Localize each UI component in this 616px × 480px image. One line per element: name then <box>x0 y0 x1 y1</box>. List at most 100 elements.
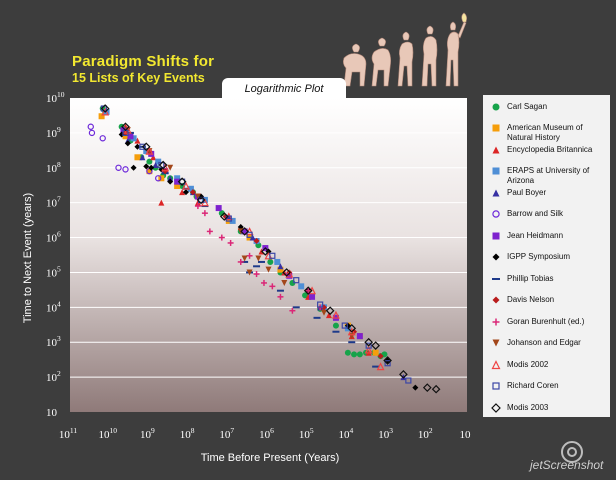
legend-label: Modis 2003 <box>507 402 549 412</box>
data-point <box>325 312 332 319</box>
series-group <box>194 203 324 314</box>
x-tick-label: 104 <box>339 426 354 441</box>
data-point <box>100 104 110 113</box>
data-point <box>167 175 174 182</box>
data-point <box>320 309 327 316</box>
data-point <box>281 279 288 286</box>
data-point <box>115 164 122 171</box>
y-tick-label: 10 <box>46 407 58 419</box>
data-point <box>282 268 291 277</box>
legend-marker-shape <box>492 210 500 219</box>
data-point <box>174 183 181 190</box>
legend-marker-shape <box>492 103 500 111</box>
data-point <box>253 271 260 278</box>
data-point <box>274 258 281 265</box>
legend-marker <box>492 124 500 132</box>
data-point <box>206 228 213 235</box>
x-tick-label: 109 <box>140 426 155 441</box>
data-point <box>146 148 153 155</box>
y-tick-label: 107 <box>46 195 61 210</box>
y-axis-label: Time to Next Event (years) <box>22 192 34 324</box>
data-point <box>422 383 432 392</box>
data-point <box>158 199 165 206</box>
data-point <box>134 137 141 144</box>
x-tick-label: 108 <box>180 426 195 441</box>
data-point <box>289 307 296 314</box>
data-point <box>134 154 141 161</box>
legend-marker <box>491 359 501 369</box>
data-point <box>412 384 419 391</box>
x-tick-label: 103 <box>378 426 393 441</box>
data-point <box>179 189 186 196</box>
legend-label: Davis Nelson <box>507 295 555 305</box>
legend-label: Jean Heidmann <box>507 230 564 240</box>
data-point <box>364 345 373 354</box>
legend-marker-shape <box>492 189 500 197</box>
watermark-text: jetScreenshot <box>530 458 604 472</box>
x-tick-label: 107 <box>219 426 234 441</box>
data-point <box>356 333 363 340</box>
series-group <box>124 127 355 340</box>
data-point <box>246 231 253 238</box>
data-point <box>155 158 162 165</box>
legend-marker <box>491 402 501 413</box>
legend-marker <box>492 296 500 304</box>
data-point <box>174 178 181 185</box>
data-point <box>130 135 137 142</box>
data-point <box>98 113 105 120</box>
legend-marker-shape <box>491 359 501 369</box>
data-point <box>277 266 284 273</box>
data-point <box>249 234 256 241</box>
data-point <box>344 349 351 356</box>
legend-marker <box>492 103 500 111</box>
y-tick-label: 109 <box>46 125 61 140</box>
data-point <box>431 384 441 394</box>
legend-marker <box>492 277 500 280</box>
chart-title: Paradigm Shifts for <box>72 53 215 70</box>
legend-label: Phillip Tobias <box>507 273 554 283</box>
data-point <box>341 322 348 329</box>
data-point <box>99 135 106 142</box>
watermark-logo-icon <box>561 441 583 463</box>
data-point <box>376 362 385 371</box>
legend-label: Paul Boyer <box>507 187 547 197</box>
data-point <box>365 342 372 349</box>
data-point <box>177 177 187 187</box>
data-point <box>309 293 316 300</box>
legend-marker <box>492 167 500 175</box>
data-point <box>281 269 288 276</box>
x-axis-label: Time Before Present (Years) <box>200 452 340 464</box>
data-point <box>196 195 206 205</box>
data-point <box>246 252 253 259</box>
data-point <box>179 178 186 185</box>
data-point <box>134 143 141 150</box>
legend-label: Encyclopedia Britannica <box>507 144 593 154</box>
data-point <box>261 247 270 256</box>
legend-label: Carl Sagan <box>507 102 548 111</box>
data-point <box>269 283 276 290</box>
data-point <box>218 234 225 241</box>
legend-label: ERAPS at University of Arizona <box>507 166 590 185</box>
data-point <box>267 258 274 265</box>
data-point <box>253 237 260 244</box>
data-point <box>88 129 96 137</box>
y-tick-label: 104 <box>46 299 61 314</box>
data-point <box>167 164 174 171</box>
x-tick-label: 1011 <box>59 426 77 441</box>
data-point <box>384 360 391 367</box>
data-point <box>277 263 284 270</box>
legend-label: Modis 2002 <box>507 359 549 369</box>
data-point <box>347 327 356 336</box>
data-point <box>246 269 253 276</box>
legend-marker <box>492 210 500 219</box>
data-point <box>146 168 153 175</box>
data-point <box>317 301 324 308</box>
data-point <box>122 133 129 140</box>
data-point <box>194 193 201 200</box>
y-tick-label: 102 <box>46 369 61 384</box>
data-point <box>325 306 335 316</box>
data-point <box>121 122 130 132</box>
legend-marker-shape <box>492 339 500 347</box>
